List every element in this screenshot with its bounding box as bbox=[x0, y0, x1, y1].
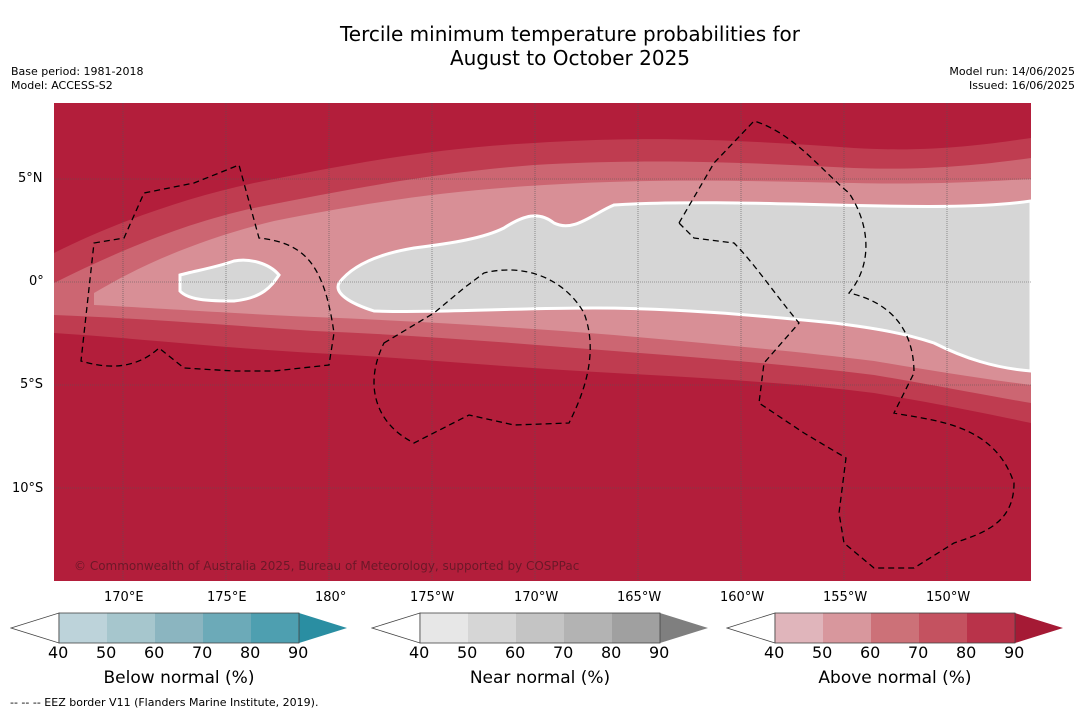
colorbar-near-min-arrow bbox=[370, 612, 421, 644]
colorbar-near-tick-60: 60 bbox=[505, 643, 526, 662]
eez-border-east bbox=[678, 120, 1015, 569]
colorbar-above-max-arrow bbox=[1015, 613, 1063, 643]
colorbar-near-swatch-5 bbox=[612, 613, 660, 643]
lon-label-150w: 150°W bbox=[926, 590, 971, 605]
colorbar-near-normal: 40 50 60 70 80 90 Near normal (%) bbox=[370, 612, 711, 702]
colorbar-near-title: Near normal (%) bbox=[469, 668, 611, 688]
map-gridlines bbox=[54, 103, 1031, 581]
lon-label-180: 180° bbox=[315, 590, 347, 605]
colorbar-below-tick-60: 60 bbox=[144, 643, 165, 662]
colorbar-above-swatch-4 bbox=[919, 613, 967, 643]
colorbar-above-normal: 40 50 60 70 80 90 Above normal (%) bbox=[725, 612, 1071, 702]
colorbar-near-tick-80: 80 bbox=[601, 643, 622, 662]
colorbar-above-tick-50: 50 bbox=[812, 643, 833, 662]
near-normal-patch-west bbox=[178, 258, 281, 303]
model-name: Model: ACCESS-S2 bbox=[11, 79, 113, 92]
colorbar-below-swatch-2 bbox=[107, 613, 155, 643]
colorbar-above-tick-60: 60 bbox=[860, 643, 881, 662]
colorbar-above-tick-40: 40 bbox=[764, 643, 785, 662]
map-copyright: © Commonwealth of Australia 2025, Bureau… bbox=[74, 559, 579, 573]
colorbar-near-swatch-1 bbox=[420, 613, 468, 643]
colorbar-near-tick-40: 40 bbox=[409, 643, 430, 662]
eez-border-center bbox=[373, 269, 591, 444]
colorbar-above-title: Above normal (%) bbox=[818, 668, 972, 688]
colorbar-above-swatches bbox=[725, 612, 1063, 644]
colorbar-above-tick-70: 70 bbox=[908, 643, 929, 662]
lon-label-170w: 170°W bbox=[514, 590, 559, 605]
colorbar-near-swatch-2 bbox=[468, 613, 516, 643]
colorbar-near-swatches bbox=[370, 612, 708, 644]
title-line-1: Tercile minimum temperature probabilitie… bbox=[339, 22, 801, 46]
lat-label-5n: 5°N bbox=[18, 171, 43, 186]
colorbar-near-tick-50: 50 bbox=[457, 643, 478, 662]
model-run: Model run: 14/06/2025 bbox=[949, 65, 1075, 78]
colorbar-below-tick-40: 40 bbox=[48, 643, 69, 662]
eez-footnote: -- -- -- EEZ border V11 (Flanders Marine… bbox=[10, 696, 319, 709]
lon-label-155w: 155°W bbox=[823, 590, 868, 605]
colorbar-near-swatch-3 bbox=[516, 613, 564, 643]
lon-label-175w: 175°W bbox=[410, 590, 455, 605]
lon-label-170e: 170°E bbox=[104, 590, 144, 605]
colorbar-above-swatch-2 bbox=[823, 613, 871, 643]
title-line-2: August to October 2025 bbox=[449, 46, 691, 70]
colorbar-below-swatches bbox=[9, 612, 347, 644]
colorbar-below-max-arrow bbox=[299, 613, 347, 643]
meta-left: Base period: 1981-2018 Model: ACCESS-S2 bbox=[11, 65, 143, 93]
colorbar-below-swatch-5 bbox=[251, 613, 299, 643]
colorbar-above-tick-80: 80 bbox=[956, 643, 977, 662]
lon-label-175e: 175°E bbox=[207, 590, 247, 605]
colorbar-below-normal: 40 50 60 70 80 90 Below normal (%) bbox=[9, 612, 350, 702]
lat-label-5s: 5°S bbox=[20, 377, 44, 392]
colorbar-below-swatch-4 bbox=[203, 613, 251, 643]
map-panel[interactable]: © Commonwealth of Australia 2025, Bureau… bbox=[54, 103, 1031, 581]
probability-map: © Commonwealth of Australia 2025, Bureau… bbox=[54, 103, 1031, 581]
colorbar-below-swatch-3 bbox=[155, 613, 203, 643]
colorbar-above-min-arrow bbox=[725, 612, 776, 644]
colorbar-below-swatch-1 bbox=[59, 613, 107, 643]
colorbar-below-tick-80: 80 bbox=[240, 643, 261, 662]
colorbar-below-title: Below normal (%) bbox=[103, 668, 255, 688]
colorbar-above-swatch-3 bbox=[871, 613, 919, 643]
colorbar-near-max-arrow bbox=[660, 613, 708, 643]
chart-title: Tercile minimum temperature probabilitie… bbox=[0, 22, 1085, 70]
issued-date: Issued: 16/06/2025 bbox=[968, 79, 1075, 92]
base-period: Base period: 1981-2018 bbox=[11, 65, 144, 78]
lon-label-160w: 160°W bbox=[720, 590, 765, 605]
meta-right: Model run: 14/06/2025 Issued: 16/06/2025 bbox=[875, 65, 1075, 93]
colorbar-below-tick-90: 90 bbox=[288, 643, 309, 662]
colorbar-below-tick-50: 50 bbox=[96, 643, 117, 662]
lat-label-10s: 10°S bbox=[12, 481, 44, 496]
colorbar-near-tick-70: 70 bbox=[553, 643, 574, 662]
lon-label-165w: 165°W bbox=[617, 590, 662, 605]
colorbar-above-tick-90: 90 bbox=[1004, 643, 1025, 662]
colorbar-below-tick-70: 70 bbox=[192, 643, 213, 662]
colorbar-below-min-arrow bbox=[9, 612, 60, 644]
colorbar-above-swatch-5 bbox=[967, 613, 1015, 643]
eez-borders bbox=[80, 120, 1015, 569]
colorbar-above-swatch-1 bbox=[775, 613, 823, 643]
lat-label-0: 0° bbox=[29, 274, 44, 289]
colorbar-near-swatch-4 bbox=[564, 613, 612, 643]
colorbar-near-tick-90: 90 bbox=[649, 643, 670, 662]
